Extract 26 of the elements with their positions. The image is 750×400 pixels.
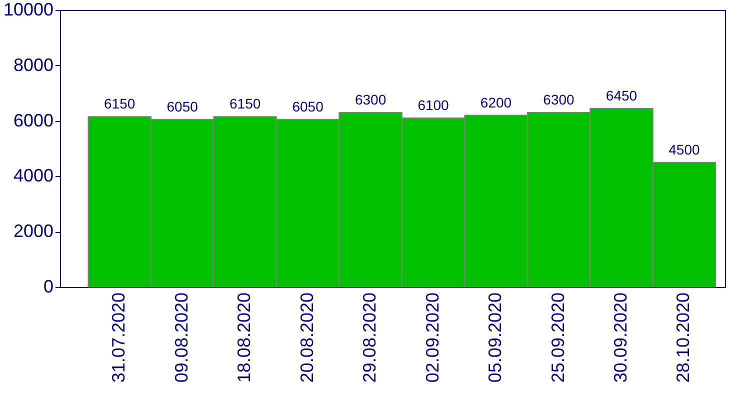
- y-tick-label: 4000: [13, 166, 54, 186]
- y-tick-label: 8000: [13, 54, 54, 75]
- x-tick-label: 30.09.2020: [610, 292, 630, 383]
- data-label: 6100: [418, 97, 450, 114]
- x-tick-label: 09.08.2020: [171, 292, 192, 383]
- x-tick-label: 18.08.2020: [234, 292, 254, 383]
- x-tick-label: 05.09.2020: [485, 292, 506, 383]
- data-label: 6050: [292, 98, 324, 114]
- data-label: 6050: [166, 98, 198, 114]
- data-label: 6450: [606, 87, 638, 104]
- x-tick-label: 25.09.2020: [548, 292, 568, 383]
- x-tick-label: 02.09.2020: [422, 292, 442, 383]
- x-tick-label: 31.07.2020: [108, 292, 129, 383]
- data-label: 6200: [480, 94, 512, 110]
- x-tick-label: 20.08.2020: [296, 292, 317, 383]
- x-tick-label: 28.10.2020: [673, 292, 694, 383]
- data-label: 6300: [354, 91, 386, 108]
- x-tick-label: 29.08.2020: [360, 292, 380, 383]
- y-tick-label: 2000: [13, 221, 54, 242]
- data-label: 6150: [229, 96, 261, 112]
- y-tick-label: 0: [43, 276, 54, 296]
- data-label: 4500: [668, 141, 700, 158]
- data-label: 6150: [104, 96, 136, 112]
- y-tick-label: 10000: [3, 0, 54, 20]
- y-tick-label: 6000: [13, 110, 54, 130]
- data-label: 6300: [543, 91, 575, 108]
